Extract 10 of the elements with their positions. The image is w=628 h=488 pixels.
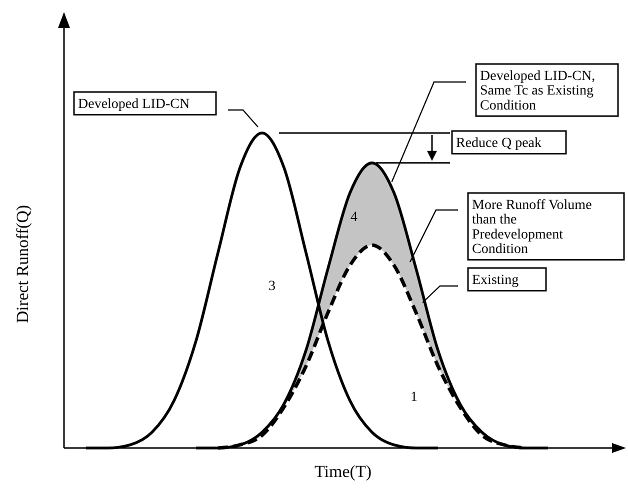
text: Developed LID-CN, Same Tc as Existing Condition	[480, 68, 596, 114]
y-axis-title: Direct Runoff(Q)	[13, 204, 32, 324]
annotation: 3	[268, 279, 276, 294]
annotation: 1	[410, 390, 418, 405]
x-axis-title: Time(T)	[314, 462, 372, 481]
text: Developed LID-CN	[78, 96, 190, 112]
annotation: 4	[350, 210, 358, 225]
legend-label: Reduce Q peak	[456, 136, 542, 151]
text: Existing	[472, 272, 519, 288]
annotation: More Runoff Volume than the Predevelopment Condition	[472, 198, 592, 257]
